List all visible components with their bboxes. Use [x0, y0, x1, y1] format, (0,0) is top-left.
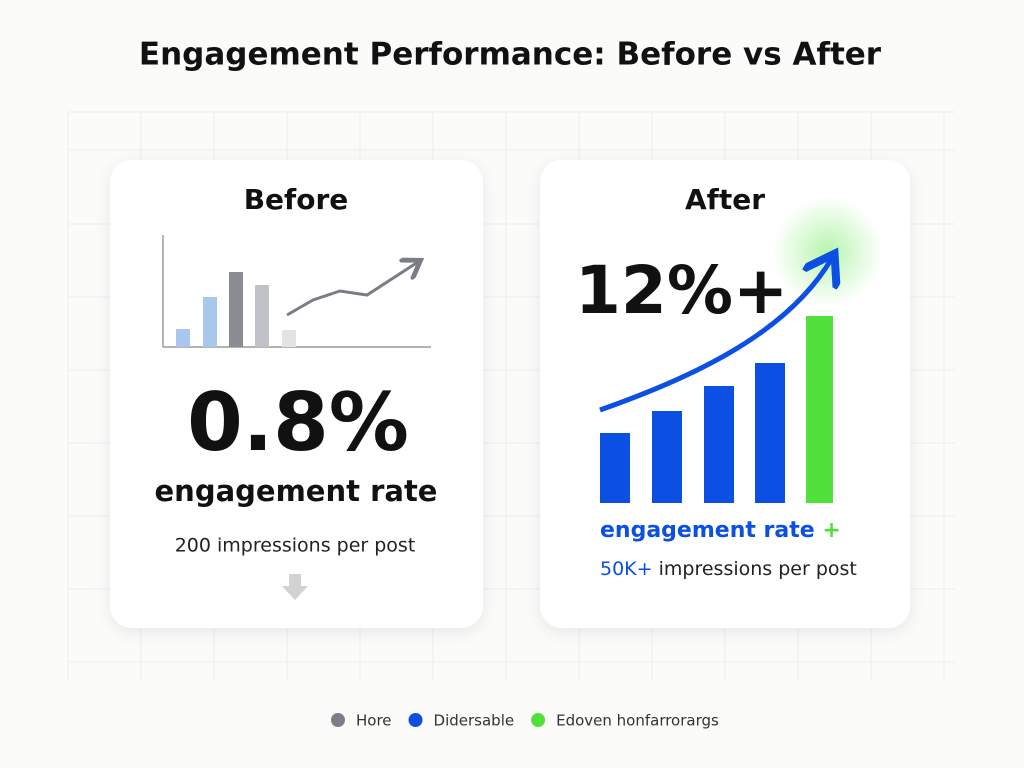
detail-text: 50K+ impressions per post: [600, 558, 857, 580]
legend-label: Didersable: [434, 712, 515, 730]
page-title: Engagement Performance: Before vs After: [139, 37, 882, 73]
metric-label: engagement rate +: [600, 518, 841, 543]
legend-label: Edoven honfarrorargs: [556, 712, 719, 730]
legend: Hore Didersable Edoven honfarrorargs: [331, 712, 719, 730]
legend-swatch: [331, 713, 345, 727]
legend-swatch: [408, 713, 423, 727]
before-metric: 0.8%: [187, 376, 409, 469]
legend-label: Hore: [356, 712, 392, 730]
legend-swatch: [531, 713, 546, 727]
plus-mark: +: [822, 518, 840, 543]
after-illustration: [599, 258, 833, 503]
glow: [773, 197, 883, 307]
metric-label: engagement rate: [155, 474, 438, 508]
card-heading: After: [685, 183, 765, 216]
down-arrow-icon: [282, 574, 308, 600]
metric-label-text: engagement rate: [600, 518, 815, 543]
card-heading: Before: [244, 183, 349, 216]
before-illustration: [162, 235, 431, 348]
detail-text: 200 impressions per post: [175, 535, 416, 557]
after-metric: 12%+: [575, 252, 788, 329]
before-card: [110, 160, 483, 628]
detail-value: 50K+: [600, 558, 653, 580]
detail-text: impressions per post: [659, 558, 857, 580]
